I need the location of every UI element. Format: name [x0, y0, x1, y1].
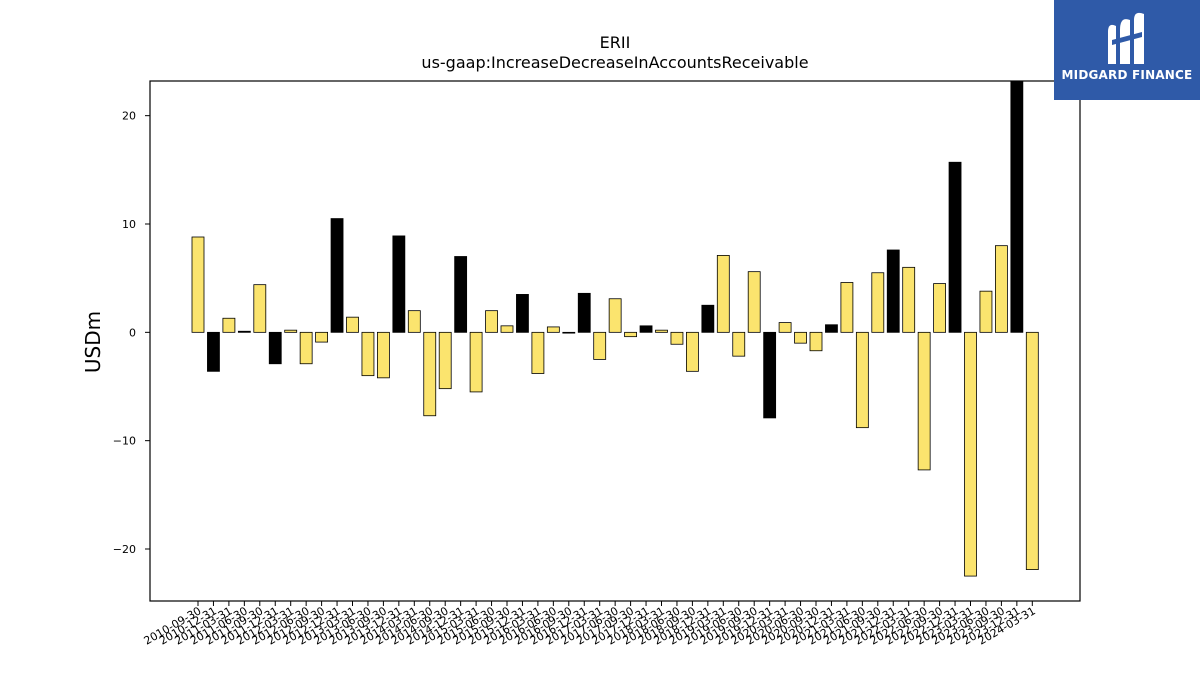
bar-2019-09-30 — [747, 271, 761, 333]
bar-2011-09-30 — [253, 284, 267, 333]
bar-2021-06-30 — [855, 331, 869, 429]
bar-2015-06-30 — [485, 310, 498, 333]
bar-2011-12-31 — [268, 331, 282, 365]
y-tick-label: 10 — [122, 218, 136, 231]
bar-2014-06-30 — [423, 331, 437, 417]
bar-2011-06-30 — [237, 330, 251, 333]
bar-2020-03-31 — [778, 322, 792, 333]
bars-layer — [191, 80, 1039, 577]
bar-2022-12-31 — [948, 161, 962, 333]
bar-2019-03-31 — [716, 255, 730, 333]
midgard-logo-icon — [1108, 12, 1144, 64]
bar-2019-06-30 — [732, 331, 746, 357]
bar-2017-12-31 — [639, 325, 653, 333]
bar-2010-12-31 — [207, 331, 220, 372]
bar-2024-03-31 — [1025, 331, 1039, 570]
bar-2018-06-30 — [670, 331, 684, 345]
bar-2020-09-30 — [809, 331, 823, 352]
bar-2017-03-31 — [593, 331, 607, 360]
y-axis-label: USDm — [81, 311, 105, 373]
bar-2022-03-31 — [902, 266, 916, 333]
bar-2015-12-31 — [516, 294, 529, 333]
midgard-finance-logo: MIDGARD FINANCE — [1054, 0, 1200, 100]
bar-2023-06-30 — [979, 290, 993, 333]
bar-2023-12-31 — [1010, 80, 1024, 333]
bar-2014-03-31 — [407, 310, 421, 333]
bar-2017-06-30 — [608, 298, 622, 333]
bar-2018-12-31 — [701, 304, 715, 333]
bar-2012-12-31 — [330, 218, 344, 333]
bar-2016-03-31 — [531, 331, 545, 374]
bar-2016-06-30 — [546, 326, 560, 333]
bar-2018-03-31 — [655, 329, 668, 333]
bar-2021-03-31 — [840, 282, 854, 333]
bar-2020-06-30 — [794, 331, 807, 344]
bar-2015-09-30 — [500, 325, 514, 333]
chart-title: ERII — [600, 33, 631, 52]
chart-subtitle: us-gaap:IncreaseDecreaseInAccountsReceiv… — [421, 53, 808, 72]
y-tick-label: −10 — [113, 435, 136, 448]
bar-2018-09-30 — [686, 331, 699, 372]
y-tick-label: 20 — [122, 110, 136, 123]
bar-2014-09-30 — [438, 331, 452, 390]
plot-frame — [149, 80, 1081, 602]
bar-2023-03-31 — [964, 331, 977, 577]
bar-2012-03-31 — [284, 329, 298, 333]
bar-2019-12-31 — [763, 331, 777, 419]
bar-2013-06-30 — [361, 331, 375, 377]
bar-2013-09-30 — [376, 331, 390, 379]
bar-2016-09-30 — [562, 331, 576, 334]
x-axis-ticks: 2010-09-302010-12-312011-03-312011-06-30… — [142, 601, 1038, 648]
bar-2013-12-31 — [392, 235, 406, 333]
bar-2015-03-31 — [469, 331, 483, 393]
bar-2017-09-30 — [624, 331, 637, 338]
bar-2022-06-30 — [917, 331, 931, 471]
bar-2022-09-30 — [933, 283, 946, 333]
bar-2023-09-30 — [995, 245, 1008, 333]
bar-2012-09-30 — [315, 331, 329, 343]
y-tick-label: 0 — [129, 326, 136, 339]
y-tick-label: −20 — [113, 543, 136, 556]
bar-2020-12-31 — [825, 324, 838, 333]
logo-text: MIDGARD FINANCE — [1061, 68, 1193, 82]
bar-2021-12-31 — [886, 249, 900, 333]
bar-2021-09-30 — [871, 272, 885, 333]
bar-2014-12-31 — [454, 256, 468, 333]
bar-2012-06-30 — [299, 331, 313, 365]
y-axis-ticks: −20 −10 0 10 20 — [113, 110, 150, 556]
bar-2011-03-31 — [222, 317, 236, 333]
bar-2013-03-31 — [346, 316, 359, 333]
bar-2016-12-31 — [577, 292, 591, 333]
bar-2010-09-30 — [191, 236, 205, 333]
